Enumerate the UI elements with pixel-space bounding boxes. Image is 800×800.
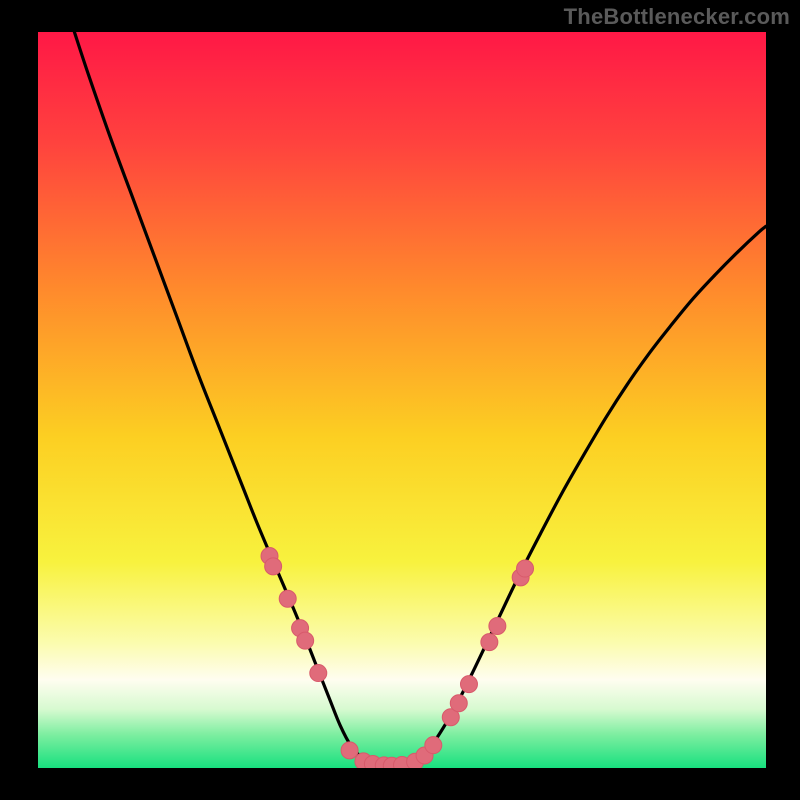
marker-point xyxy=(279,590,296,607)
marker-point xyxy=(460,676,477,693)
bottleneck-curve-chart xyxy=(38,32,766,768)
marker-point xyxy=(341,742,358,759)
marker-point xyxy=(425,737,442,754)
marker-point xyxy=(481,634,498,651)
marker-point xyxy=(489,617,506,634)
marker-point xyxy=(450,695,467,712)
marker-point xyxy=(517,560,534,577)
chart-root: TheBottlenecker.com xyxy=(0,0,800,800)
marker-point xyxy=(310,665,327,682)
marker-point xyxy=(265,558,282,575)
gradient-background xyxy=(38,32,766,768)
watermark-text: TheBottlenecker.com xyxy=(564,4,790,30)
marker-point xyxy=(297,632,314,649)
